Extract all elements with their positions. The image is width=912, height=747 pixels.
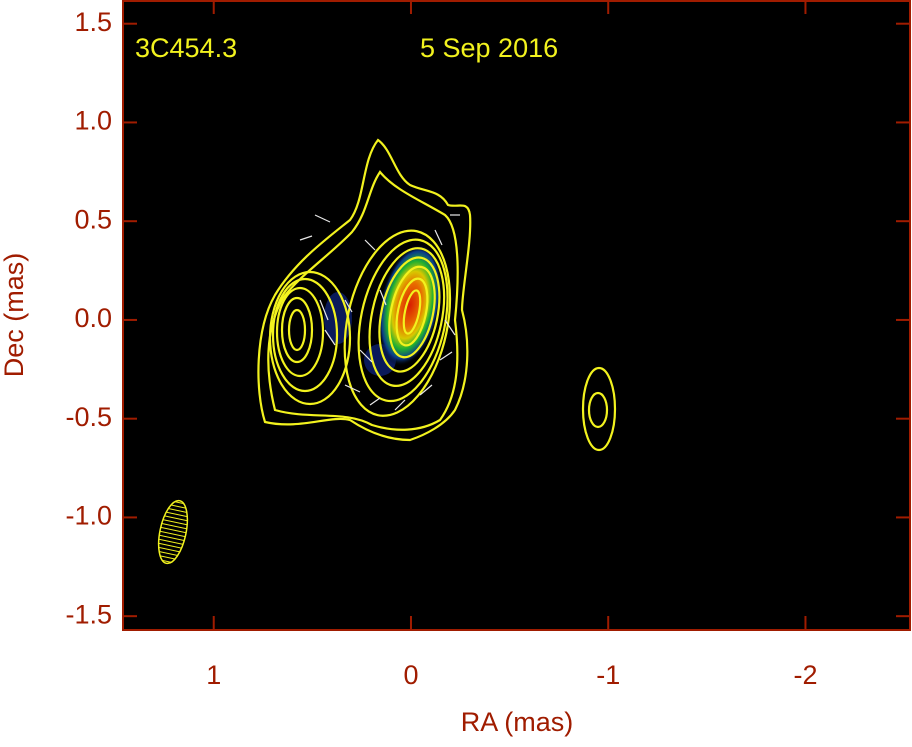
y-axis-label: Dec (mas) bbox=[0, 253, 29, 378]
y-tick-label: 1.0 bbox=[74, 106, 112, 136]
y-tick-label: 1.5 bbox=[74, 7, 112, 37]
y-tick-label: 0.0 bbox=[74, 303, 112, 333]
contours bbox=[257, 138, 617, 452]
date-label: 5 Sep 2016 bbox=[420, 33, 558, 63]
map bbox=[157, 138, 617, 565]
y-tick-label: -1.5 bbox=[65, 599, 112, 629]
contour bbox=[267, 170, 459, 431]
polarization-vectors bbox=[299, 214, 460, 411]
beam bbox=[157, 499, 189, 565]
source-label: 3C454.3 bbox=[135, 33, 237, 63]
plot-area bbox=[123, 0, 910, 630]
x-tick-label: 1 bbox=[206, 660, 221, 690]
contour bbox=[257, 138, 472, 442]
x-axis-label: RA (mas) bbox=[461, 707, 574, 737]
y-tick-label: -1.0 bbox=[65, 501, 112, 531]
frame bbox=[122, 0, 911, 631]
x-tick-label: -2 bbox=[793, 660, 817, 690]
y-tick-label: 0.5 bbox=[74, 204, 112, 234]
x-tick-label: 0 bbox=[403, 660, 418, 690]
y-tick-label: -0.5 bbox=[65, 402, 112, 432]
x-tick-label: -1 bbox=[596, 660, 620, 690]
